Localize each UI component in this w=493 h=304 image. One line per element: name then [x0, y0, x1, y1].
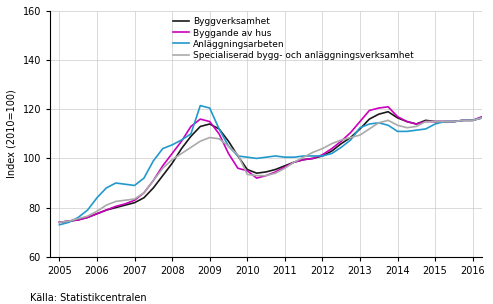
Byggverksamhet: [282, 164, 288, 168]
Line: Byggverksamhet: Byggverksamhet: [60, 90, 493, 222]
Byggande av hus: [94, 212, 100, 216]
Anläggningsarbeten: [348, 138, 353, 142]
Byggverksamhet: [94, 212, 100, 216]
Y-axis label: Index (2010=100): Index (2010=100): [7, 89, 17, 178]
Specialiserad bygg- och anläggningsverksamhet: [225, 144, 231, 148]
Specialiserad bygg- och anläggningsverksamhet: [57, 220, 63, 224]
Specialiserad bygg- och anläggningsverksamhet: [94, 209, 100, 213]
Byggande av hus: [225, 152, 231, 155]
Line: Specialiserad bygg- och anläggningsverksamhet: Specialiserad bygg- och anläggningsverks…: [60, 99, 493, 222]
Text: Källa: Statistikcentralen: Källa: Statistikcentralen: [30, 293, 146, 303]
Byggverksamhet: [225, 140, 231, 143]
Line: Byggande av hus: Byggande av hus: [60, 85, 493, 222]
Byggande av hus: [282, 165, 288, 169]
Byggverksamhet: [366, 117, 372, 121]
Specialiserad bygg- och anläggningsverksamhet: [282, 166, 288, 170]
Anläggningsarbeten: [366, 122, 372, 126]
Line: Anläggningsarbeten: Anläggningsarbeten: [60, 99, 493, 225]
Byggande av hus: [57, 220, 63, 224]
Anläggningsarbeten: [282, 155, 288, 159]
Anläggningsarbeten: [225, 144, 231, 148]
Byggverksamhet: [57, 220, 63, 224]
Byggande av hus: [348, 131, 353, 134]
Anläggningsarbeten: [57, 223, 63, 226]
Anläggningsarbeten: [94, 196, 100, 200]
Specialiserad bygg- och anläggningsverksamhet: [348, 136, 353, 139]
Byggverksamhet: [348, 136, 353, 139]
Specialiserad bygg- och anläggningsverksamhet: [366, 127, 372, 131]
Byggande av hus: [366, 109, 372, 112]
Legend: Byggverksamhet, Byggande av hus, Anläggningsarbeten, Specialiserad bygg- och anl: Byggverksamhet, Byggande av hus, Anläggn…: [171, 16, 416, 62]
